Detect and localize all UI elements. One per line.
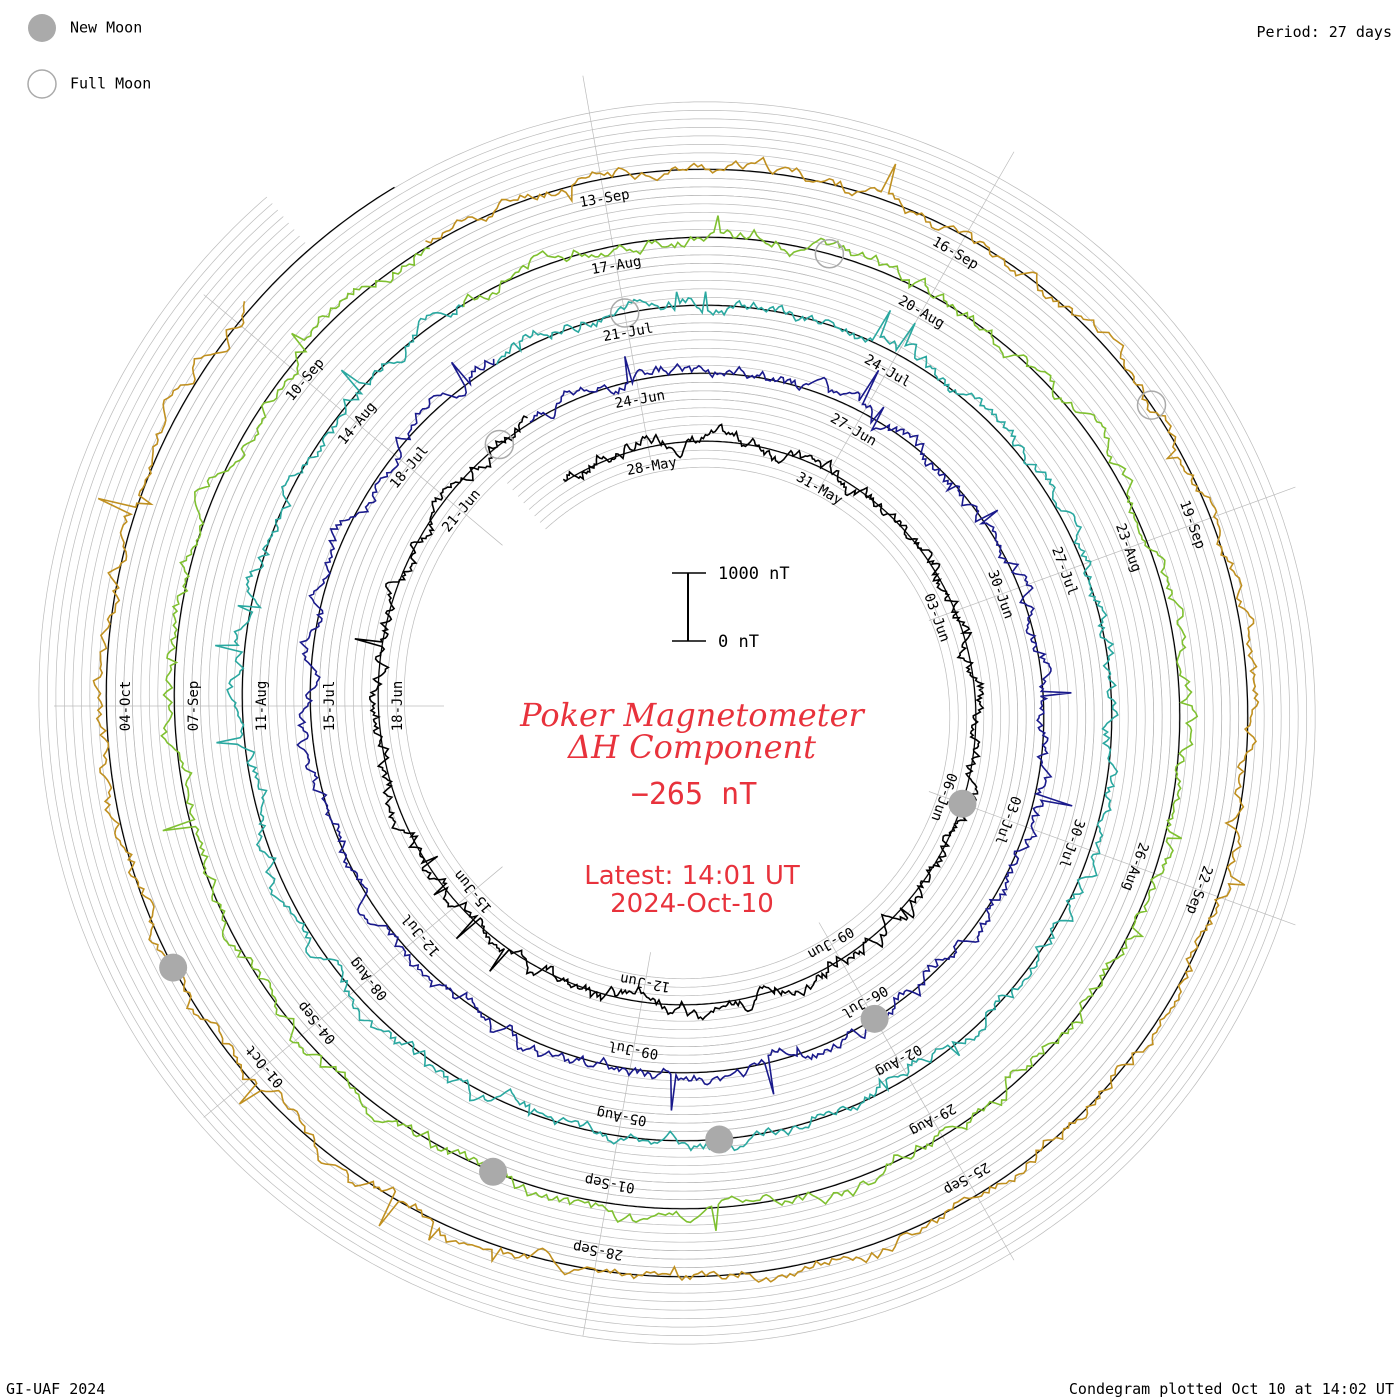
chart-title-line1: Poker Magnetometer — [519, 696, 865, 734]
date-tick-label: 18-Jun — [390, 681, 406, 732]
new-moon-marker — [705, 1125, 734, 1154]
date-tick-label: 05-Aug — [595, 1104, 648, 1129]
date-tick-label: 28-Sep — [572, 1238, 625, 1263]
full-moon-marker — [814, 239, 845, 269]
grid-spoke — [203, 294, 503, 546]
grid-spoke — [928, 791, 1296, 926]
trace-layer — [92, 156, 1260, 1283]
date-tick-label: 29-Aug — [907, 1100, 959, 1139]
date-tick-label: 28-May — [626, 454, 679, 479]
moon-layer — [159, 239, 1167, 1186]
grid-spoke — [928, 486, 1296, 621]
grid-spiral — [47, 109, 1308, 1336]
grid-spoke — [818, 922, 1015, 1261]
date-tick-label: 09-Jun — [805, 923, 857, 962]
grid-spoke — [582, 952, 651, 1337]
new-moon-marker — [860, 1004, 889, 1033]
grid-spiral — [55, 118, 1299, 1328]
full-moon-legend-icon — [27, 69, 57, 99]
scale-bar: 1000 nT 0 nT — [672, 564, 790, 652]
grid-spiral — [38, 101, 1316, 1345]
grid-spoke — [582, 75, 651, 460]
date-tick-label: 12-Jun — [619, 970, 672, 995]
date-tick-label: 04-Oct — [118, 681, 134, 732]
latest-date: 2024-Oct-10 — [610, 889, 774, 919]
spokes-layer — [54, 75, 1296, 1337]
full-moon-legend-label: Full Moon — [70, 75, 151, 93]
period-label: Period: 27 days — [1257, 23, 1392, 41]
new-moon-legend-icon — [28, 14, 56, 42]
series-trace-1 — [354, 415, 985, 1021]
date-tick-label: 11-Aug — [254, 681, 270, 732]
scale-bottom-label: 0 nT — [718, 632, 759, 652]
scale-top-label: 1000 nT — [718, 564, 790, 584]
latest-time: Latest: 14:01 UT — [584, 861, 800, 891]
full-moon-marker — [609, 298, 640, 328]
new-moon-legend-label: New Moon — [70, 19, 142, 37]
footer-credit: GI-UAF 2024 — [6, 1380, 105, 1398]
date-tick-label: 15-Jul — [322, 681, 338, 732]
grid-spoke — [203, 866, 503, 1118]
grid-spiral — [64, 126, 1291, 1320]
series-trace-4 — [160, 215, 1199, 1231]
date-tick-label: 20-Aug — [895, 293, 947, 332]
full-moon-marker — [1136, 390, 1167, 420]
new-moon-marker — [479, 1157, 508, 1186]
chart-title-line2: ΔH Component — [566, 728, 816, 766]
date-tick-label: 13-Sep — [578, 187, 631, 212]
date-tick-label: 07-Sep — [186, 681, 202, 732]
series-trace-3 — [215, 291, 1119, 1153]
grid-spiral — [80, 143, 1274, 1303]
baseline-layer — [105, 168, 1249, 1278]
current-value: −265 nT — [631, 777, 757, 812]
footer-plotted: Condegram plotted Oct 10 at 14:02 UT — [1069, 1380, 1394, 1398]
full-moon-marker — [484, 429, 515, 460]
new-moon-marker — [159, 953, 188, 982]
grid-spiral — [89, 152, 1265, 1294]
date-tick-label: 21-Jul — [602, 320, 655, 345]
date-tick-label: 16-Sep — [929, 234, 981, 273]
new-moon-marker — [948, 789, 977, 818]
grid-spoke — [818, 151, 1015, 490]
series-trace-5 — [92, 156, 1260, 1283]
grid-spiral — [72, 135, 1282, 1311]
date-tick-label: 15-Jun — [451, 867, 496, 916]
date-tick-label: 09-Jul — [607, 1037, 660, 1062]
baseline-spiral — [105, 168, 1249, 1278]
date-tick-label: 24-Jun — [614, 387, 667, 412]
date-tick-label: 01-Sep — [583, 1171, 636, 1196]
